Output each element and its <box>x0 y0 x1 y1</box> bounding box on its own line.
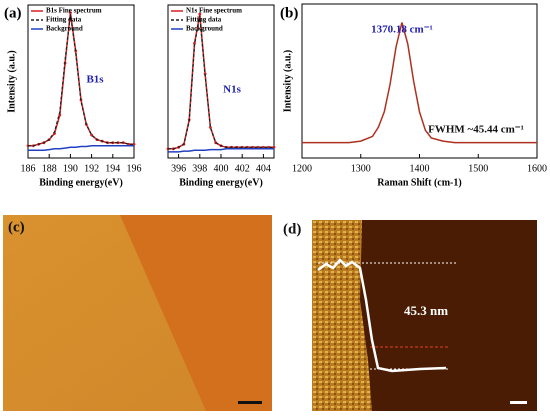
legend-label: B1s Fine spectrum <box>46 7 102 15</box>
data-point <box>58 113 62 117</box>
series-line <box>168 148 274 153</box>
data-point <box>69 11 72 15</box>
panel-label: (d) <box>283 221 301 237</box>
legend-label: Fitting data <box>186 16 222 24</box>
y-axis-label: Intensity (a.u.) <box>282 50 293 113</box>
data-point <box>193 41 196 45</box>
scale-bar <box>238 401 262 404</box>
image-c: (c) <box>3 215 272 411</box>
x-axis-label: Raman Shift (cm-1) <box>377 177 461 188</box>
data-point <box>209 126 212 129</box>
flake <box>312 220 372 411</box>
data-point <box>267 145 271 149</box>
x-tick-label: 188 <box>42 163 57 174</box>
annotation: B1s <box>86 74 104 86</box>
y-axis-label: Intensity (a.u.) <box>6 50 17 113</box>
x-tick-label: 1600 <box>527 163 547 174</box>
x-tick-label: 194 <box>105 163 120 174</box>
x-tick-label: 396 <box>171 163 186 174</box>
legend-label: Fitting data <box>46 16 82 24</box>
panel-label: (b) <box>280 5 298 21</box>
data-point <box>272 145 276 149</box>
x-axis-label: Binding energy(eV) <box>179 177 263 188</box>
data-point <box>262 145 265 149</box>
x-axis-label: Binding energy(eV) <box>39 177 123 188</box>
x-tick-label: 1400 <box>410 163 430 174</box>
image-d: 45.3 nm (d) <box>283 220 537 411</box>
height-label: 45.3 nm <box>404 303 448 318</box>
data-point <box>251 145 255 149</box>
x-tick-label: 186 <box>21 163 36 174</box>
series-line <box>302 22 537 144</box>
series-line <box>28 12 134 147</box>
series-line <box>168 14 274 150</box>
data-point <box>122 141 125 145</box>
x-tick-label: 1200 <box>292 163 312 174</box>
panel-label: (c) <box>8 219 25 235</box>
series-line <box>28 145 134 152</box>
x-tick-label: 402 <box>235 163 250 174</box>
x-tick-label: 192 <box>84 163 99 174</box>
legend-label: Background <box>46 25 83 33</box>
height-profile <box>317 258 447 373</box>
data-point <box>132 142 136 146</box>
series-line <box>168 15 274 150</box>
scale-bar <box>510 401 527 404</box>
annotation: FWHM ~45.44 cm⁻¹ <box>428 124 524 136</box>
annotation: 1370.18 cm⁻¹ <box>371 24 433 36</box>
x-tick-label: 196 <box>127 163 142 174</box>
series-line <box>28 14 134 147</box>
x-tick-label: 398 <box>192 163 207 174</box>
x-tick-label: 400 <box>214 163 229 174</box>
x-tick-label: 1300 <box>351 163 371 174</box>
flake <box>120 215 272 411</box>
data-point <box>256 145 260 149</box>
x-tick-label: 190 <box>63 163 78 174</box>
plot-frame <box>27 4 135 159</box>
legend-label: N1s Fine spectrum <box>186 7 242 15</box>
panel-label: (a) <box>4 5 22 21</box>
x-tick-label: 404 <box>256 163 271 174</box>
annotation: N1s <box>223 84 241 96</box>
x-tick-label: 1500 <box>468 163 488 174</box>
legend-label: Background <box>186 25 223 33</box>
data-point <box>198 12 202 16</box>
